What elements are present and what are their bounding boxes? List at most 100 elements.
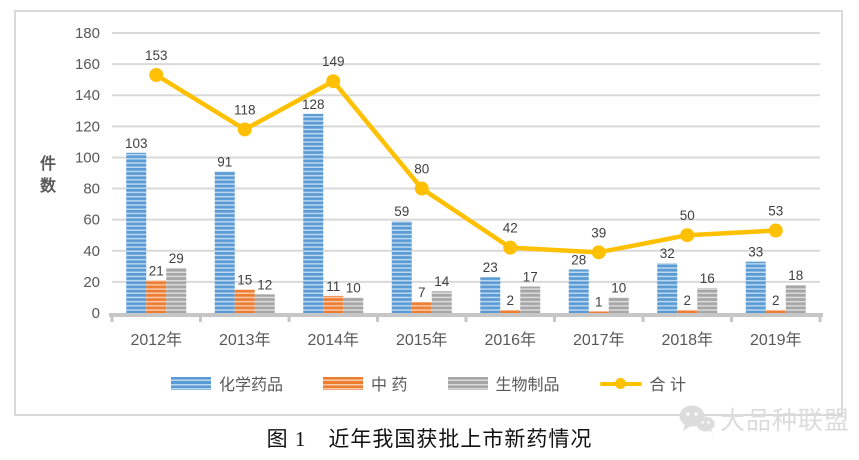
bar-label: 23 [483,260,498,275]
line-marker [591,245,606,260]
bar-label: 11 [326,279,340,294]
bar-中药 [765,309,786,313]
x-axis-tick [641,313,645,322]
bar-生物制品 [520,286,541,313]
watermark: 大品种联盟 [679,401,850,437]
line-marker [414,181,429,196]
bar-中药 [323,295,344,313]
bar-生物制品 [343,297,364,313]
legend-label: 生物制品 [495,377,560,394]
y-tick-label: 80 [83,181,100,198]
bar-中药 [588,311,609,313]
x-axis-label: 2016年 [484,331,536,349]
bar-label: 2 [772,293,780,308]
line-marker [768,223,783,238]
bar-label: 33 [748,245,763,260]
x-axis-tick [730,313,733,322]
wechat-icon [679,405,715,434]
bar-label: 7 [418,285,426,300]
legend-label: 中 药 [371,377,408,394]
legend-label: 合 计 [649,377,686,394]
bar-中药 [234,289,255,313]
x-axis-label: 2014年 [307,331,359,349]
line-label: 80 [414,162,429,177]
legend-line-dot [614,377,626,389]
bar-化学药品 [303,113,324,313]
bar-label: 16 [700,271,715,286]
x-axis-tick [464,313,468,322]
line-label: 39 [591,225,606,240]
bar-label: 29 [169,251,184,266]
bar-label: 10 [611,280,626,295]
bar-label: 32 [660,246,675,261]
legend-line-swatch [599,377,642,390]
bar-生物制品 [166,267,187,313]
bar-label: 14 [434,274,450,289]
bar-label: 128 [302,97,325,112]
x-axis-tick [818,313,822,322]
bar-生物制品 [608,297,629,313]
bar-label: 59 [394,204,409,219]
y-tick-label: 20 [83,274,100,291]
legend-label: 化学药品 [219,377,284,394]
y-tick-label: 40 [83,243,100,260]
x-axis-label: 2015年 [396,331,448,349]
bar-化学药品 [391,221,412,313]
legend-swatch [447,376,488,390]
x-axis-label: 2012年 [130,331,182,349]
y-axis-title: 件数 [40,154,57,195]
line-label: 53 [768,204,783,219]
line-marker [680,228,695,243]
legend-swatch [171,376,212,390]
bar-中药 [500,309,521,313]
y-tick-label: 0 [92,305,100,322]
y-tick-label: 140 [75,87,100,104]
bar-中药 [146,280,167,313]
bar-生物制品 [431,291,452,313]
chart-legend: 化学药品 中 药 生物制品 合 计 [14,371,843,395]
bar-label: 2 [683,293,691,308]
bar-中药 [411,302,432,313]
line-marker [149,68,164,82]
x-axis-tick [199,313,202,322]
x-axis-tick [110,313,114,322]
x-axis-tick [376,313,379,322]
bar-label: 10 [346,280,361,295]
bar-label: 21 [149,263,164,278]
bar-label: 1 [595,294,603,309]
total-line [154,72,778,255]
bar-label: 103 [125,136,148,151]
bar-label: 18 [788,268,803,283]
bar-化学药品 [568,269,589,313]
line-marker [237,122,252,137]
line-label: 118 [234,102,256,117]
bar-化学药品 [745,261,766,313]
x-axis-label: 2019年 [750,331,802,349]
y-tick-label: 100 [75,149,100,166]
line-label: 153 [145,48,168,63]
line-marker [503,240,518,255]
figure-caption: 图 1 近年我国获批上市新药情况 [266,427,593,451]
y-tick-label: 120 [75,118,100,135]
bar-化学药品 [126,152,147,313]
bar-化学药品 [214,171,235,313]
legend-item-化学药品: 化学药品 [171,371,283,395]
bar-化学药品 [480,277,501,313]
y-tick-label: 180 [75,25,100,42]
bar-化学药品 [657,263,678,313]
bar-中药 [677,309,698,313]
bar-label: 28 [571,252,586,267]
legend-item-生物制品: 生物制品 [447,371,560,395]
x-axis-tick [553,313,556,322]
x-axis-label: 2018年 [661,331,713,349]
x-axis-label: 2017年 [573,331,625,349]
watermark-text: 大品种联盟 [719,407,850,435]
bar-生物制品 [785,285,806,313]
bar-生物制品 [254,294,275,313]
x-axis-label: 2013年 [219,331,271,349]
y-tick-label: 160 [75,56,100,73]
bar-label: 91 [217,154,232,169]
legend-item-合计: 合 计 [599,371,686,395]
